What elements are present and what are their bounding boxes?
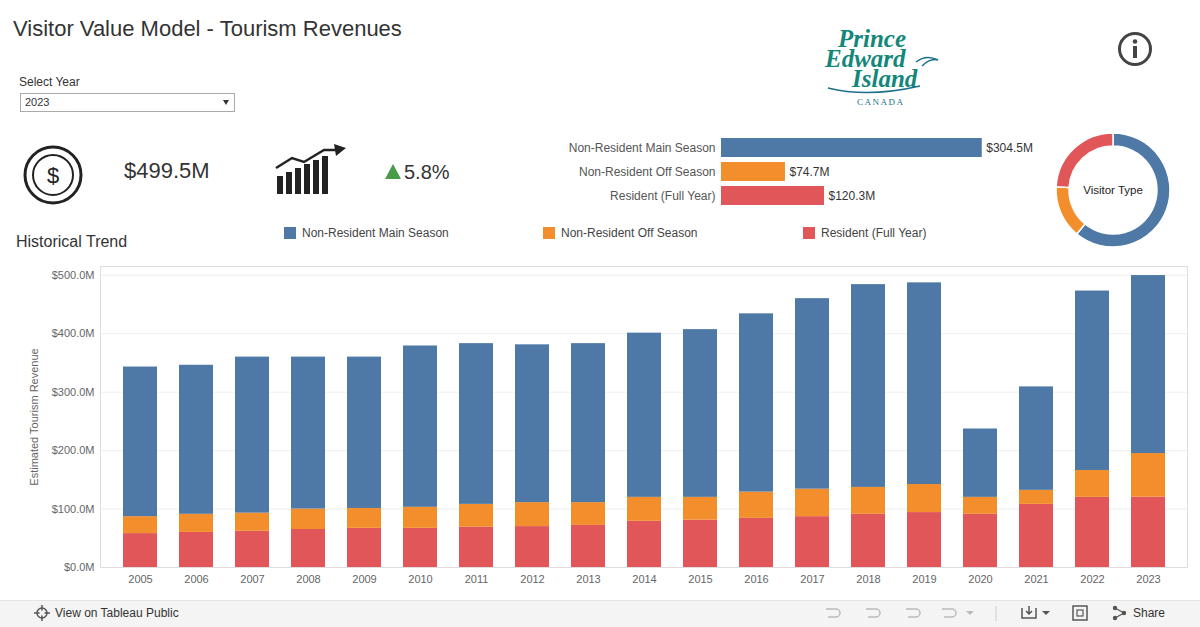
html-text:Select Year: Select Year <box>19 75 80 89</box>
svg-text:$: $ <box>47 163 59 188</box>
html-text:Edward: Edward <box>825 45 906 72</box>
svg-text:$304.5M: $304.5M <box>986 141 1033 155</box>
svg-text:2007: 2007 <box>240 573 264 585</box>
svg-text:2017: 2017 <box>800 573 824 585</box>
html-text:Share: Share <box>1133 606 1165 620</box>
html-text:$499.5M: $499.5M <box>124 158 210 183</box>
svg-text:2010: 2010 <box>408 573 432 585</box>
svg-text:$0.0M: $0.0M <box>64 561 95 573</box>
svg-text:2022: 2022 <box>1080 573 1104 585</box>
svg-text:Non-Resident Main Season: Non-Resident Main Season <box>569 141 716 155</box>
svg-text:$120.3M: $120.3M <box>829 189 876 203</box>
html-text:Resident (Full Year): Resident (Full Year) <box>821 226 927 240</box>
html-text:5.8%: 5.8% <box>404 161 450 183</box>
html-text:CANADA: CANADA <box>857 97 905 107</box>
html-text:Historical Trend: Historical Trend <box>16 233 128 250</box>
svg-text:$400.0M: $400.0M <box>52 327 95 339</box>
svg-text:2018: 2018 <box>856 573 880 585</box>
html-text:Non-Resident Main Season: Non-Resident Main Season <box>302 226 449 240</box>
svg-text:2015: 2015 <box>688 573 712 585</box>
svg-text:2011: 2011 <box>465 573 489 585</box>
html-text:Island: Island <box>852 65 918 92</box>
svg-text:2014: 2014 <box>632 573 656 585</box>
html-text:Visitor Value Model - Tourism: Visitor Value Model - Tourism Revenues <box>13 16 402 41</box>
svg-text:2009: 2009 <box>352 573 376 585</box>
html-text:Non-Resident Off Season: Non-Resident Off Season <box>561 226 698 240</box>
svg-text:Non-Resident Off Season: Non-Resident Off Season <box>579 165 716 179</box>
svg-text:$74.7M: $74.7M <box>789 165 829 179</box>
svg-text:2005: 2005 <box>128 573 152 585</box>
svg-text:2021: 2021 <box>1024 573 1048 585</box>
svg-text:Estimated Tourism Revenue: Estimated Tourism Revenue <box>28 348 40 485</box>
html-text:Prince: Prince <box>838 25 906 52</box>
html-text:View on Tableau Public: View on Tableau Public <box>55 606 179 620</box>
svg-text:$500.0M: $500.0M <box>52 269 95 281</box>
svg-text:2006: 2006 <box>184 573 208 585</box>
svg-text:2012: 2012 <box>520 573 544 585</box>
svg-text:Resident (Full Year): Resident (Full Year) <box>610 189 715 203</box>
html-text:2023: 2023 <box>25 96 50 108</box>
svg-text:$300.0M: $300.0M <box>52 386 95 398</box>
svg-text:$100.0M: $100.0M <box>52 503 95 515</box>
svg-text:Visitor Type: Visitor Type <box>1083 184 1143 196</box>
svg-text:$200.0M: $200.0M <box>52 444 95 456</box>
svg-text:2016: 2016 <box>744 573 768 585</box>
svg-text:2013: 2013 <box>576 573 600 585</box>
svg-text:2023: 2023 <box>1136 573 1160 585</box>
svg-text:2020: 2020 <box>968 573 992 585</box>
svg-text:2019: 2019 <box>912 573 936 585</box>
svg-text:2008: 2008 <box>296 573 320 585</box>
